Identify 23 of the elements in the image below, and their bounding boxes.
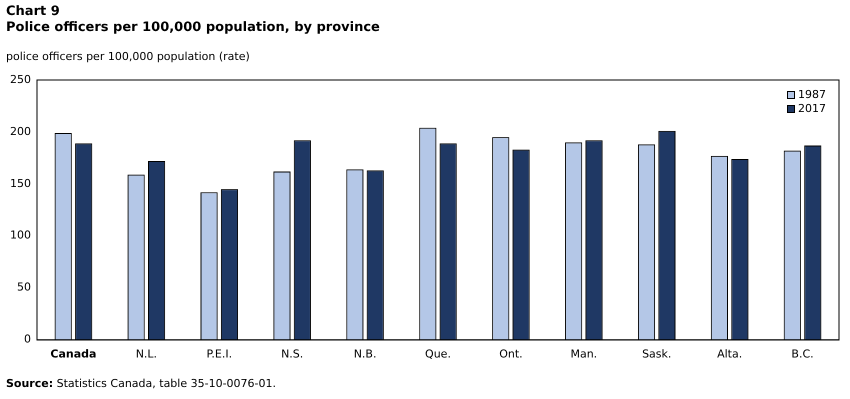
chart-subtitle: Police officers per 100,000 population, by province [6, 20, 380, 36]
x-tick-label: Sask. [642, 347, 672, 360]
x-tick-label: Alta. [717, 347, 742, 360]
chart-title: Chart 9 [6, 4, 61, 20]
x-tick-label: N.L. [136, 347, 158, 360]
x-tick-label: B.C. [791, 347, 814, 360]
source-note: Source: Statistics Canada, table 35-10-0076-01. [6, 377, 276, 390]
legend-label: 2017 [798, 102, 826, 115]
x-tick-label: N.S. [281, 347, 304, 360]
x-tick-label: P.E.I. [206, 347, 232, 360]
x-tick-label: Ont. [499, 347, 523, 360]
x-tick-label: N.B. [354, 347, 376, 360]
y-tick-label: 200 [10, 124, 31, 138]
y-tick-label: 150 [10, 176, 31, 190]
x-tick-label: Canada [50, 347, 96, 360]
y-tick-label: 50 [16, 280, 31, 294]
x-tick-label: Que. [425, 347, 451, 360]
y-tick-label: 0 [24, 332, 31, 346]
legend-label: 1987 [798, 88, 826, 101]
y-axis-title: police officers per 100,000 population (rate) [6, 50, 250, 63]
x-tick-label: Man. [570, 347, 598, 360]
y-tick-label: 100 [10, 228, 31, 242]
y-tick-label: 250 [10, 72, 31, 86]
